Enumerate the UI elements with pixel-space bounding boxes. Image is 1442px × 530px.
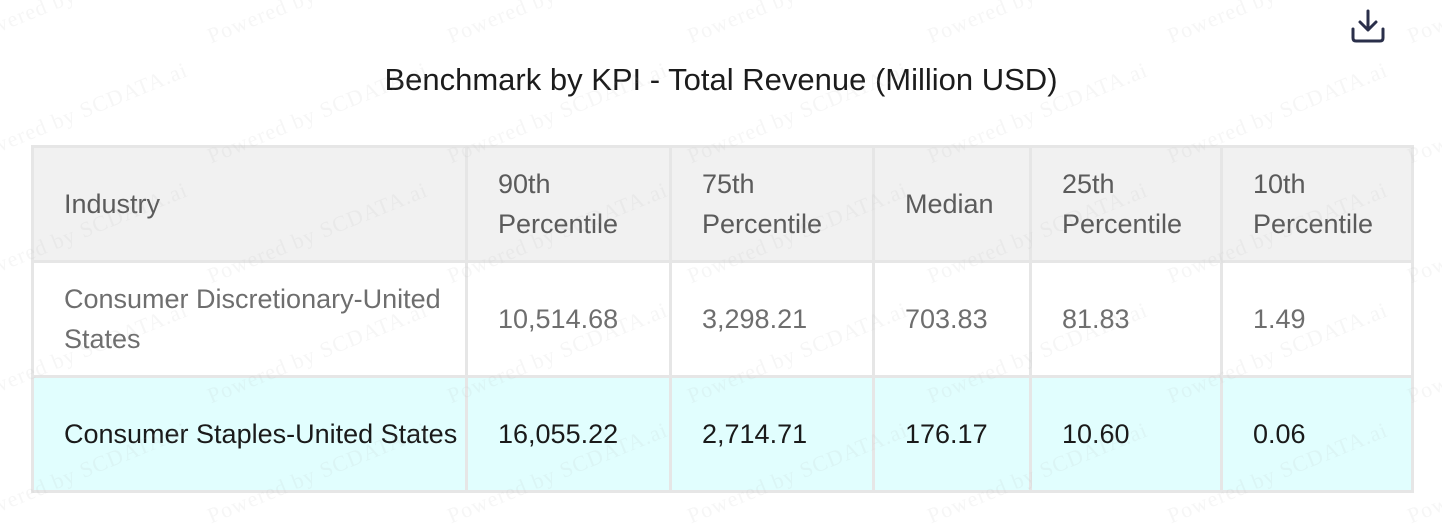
industry-cell: Consumer Staples-United States	[31, 375, 468, 493]
watermark-text: Powered by SCDATA.ai	[924, 0, 1152, 49]
industry-cell: Consumer Discretionary-United States	[31, 260, 468, 378]
value-cell-10th: 1.49	[1220, 260, 1414, 378]
column-header-90th-percentile: 90th Percentile	[465, 145, 672, 263]
table-row: Consumer Discretionary-United States 10,…	[31, 260, 1414, 378]
value-cell-median: 176.17	[872, 375, 1032, 493]
value-cell-90th: 16,055.22	[465, 375, 672, 493]
value-cell-75th: 2,714.71	[669, 375, 875, 493]
column-header-25th-percentile: 25th Percentile	[1029, 145, 1223, 263]
download-icon	[1351, 9, 1385, 43]
value-cell-25th: 10.60	[1029, 375, 1223, 493]
value-cell-75th: 3,298.21	[669, 260, 875, 378]
chart-title: Benchmark by KPI - Total Revenue (Millio…	[384, 62, 1058, 97]
download-button[interactable]	[1346, 4, 1390, 48]
table-row-highlighted: Consumer Staples-United States 16,055.22…	[31, 375, 1414, 493]
watermark-text: Powered by SCDATA.ai	[684, 0, 912, 49]
value-cell-median: 703.83	[872, 260, 1032, 378]
watermark-text: Powered by SCDATA.ai	[1404, 0, 1442, 49]
watermark-text: Powered by SCDATA.ai	[444, 0, 672, 49]
column-header-median: Median	[872, 145, 1032, 263]
column-header-industry: Industry	[31, 145, 468, 263]
value-cell-90th: 10,514.68	[465, 260, 672, 378]
watermark-text: Powered by SCDATA.ai	[0, 0, 191, 49]
table-header-row: Industry 90th Percentile 75th Percentile…	[31, 145, 1414, 263]
column-header-10th-percentile: 10th Percentile	[1220, 145, 1414, 263]
watermark-text: Powered by SCDATA.ai	[204, 0, 432, 49]
value-cell-25th: 81.83	[1029, 260, 1223, 378]
column-header-75th-percentile: 75th Percentile	[669, 145, 875, 263]
benchmark-table: Industry 90th Percentile 75th Percentile…	[31, 145, 1414, 493]
value-cell-10th: 0.06	[1220, 375, 1414, 493]
